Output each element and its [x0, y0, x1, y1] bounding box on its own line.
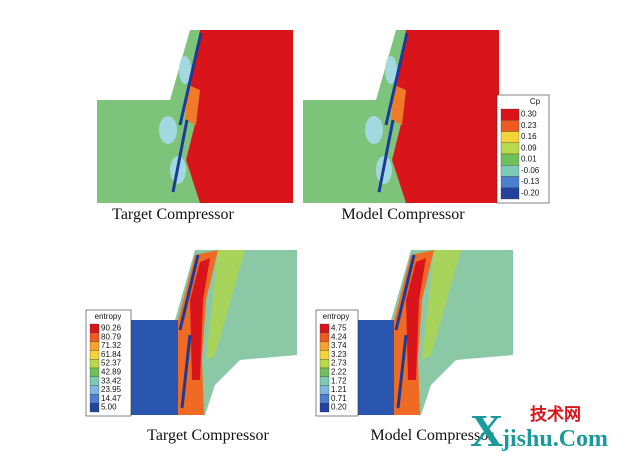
legend-label: 0.71	[331, 394, 347, 403]
entropy-contour	[344, 248, 515, 417]
legend-swatch	[319, 323, 330, 333]
legend-swatch	[500, 176, 520, 188]
legend-label: 0.30	[521, 110, 537, 119]
legend-label: 4.75	[331, 324, 347, 333]
legend-title: entropy	[323, 312, 350, 321]
legend-label: 0.20	[331, 403, 347, 412]
legend-label: 0.16	[521, 132, 537, 141]
legend-label: 71.32	[101, 341, 122, 350]
legend-label: 61.84	[101, 350, 122, 359]
caption: Target Compressor	[147, 427, 269, 444]
legend-title: Cp	[530, 97, 541, 106]
legend-swatch	[89, 341, 100, 351]
legend-swatch	[500, 187, 520, 200]
legend-swatch	[89, 403, 100, 413]
legend-swatch	[89, 376, 100, 386]
legend-swatch	[89, 359, 100, 369]
legend-title: entropy	[95, 312, 122, 321]
legend-label: 1.72	[331, 376, 347, 385]
legend-label: 5.00	[101, 403, 117, 412]
legend-label: 1.21	[331, 385, 347, 394]
cp-contour	[301, 28, 501, 205]
legend-swatch	[319, 376, 330, 386]
legend-label: 52.37	[101, 359, 122, 368]
legend-swatch	[500, 108, 520, 121]
legend-swatch	[89, 323, 100, 333]
legend-swatch	[319, 350, 330, 360]
legend-label: 4.24	[331, 332, 347, 341]
legend-label: 23.95	[101, 385, 122, 394]
legend-swatch	[500, 153, 520, 166]
legend-label: -0.13	[521, 177, 540, 186]
cp-contour	[95, 28, 295, 205]
legend-swatch	[89, 385, 100, 395]
legend-swatch	[319, 403, 330, 413]
watermark-mark: X	[470, 405, 503, 452]
legend-swatch	[89, 350, 100, 360]
legend-label: 33.42	[101, 376, 122, 385]
legend-label: 0.09	[521, 143, 537, 152]
legend-label: 42.89	[101, 368, 122, 377]
legend-label: 90.26	[101, 324, 122, 333]
legend-swatch	[500, 120, 520, 132]
legend-swatch	[89, 394, 100, 404]
legend-label: 3.74	[331, 341, 347, 350]
legend-swatch	[500, 165, 520, 177]
legend-swatch	[319, 385, 330, 395]
legend-label: -0.20	[521, 188, 540, 197]
legend-swatch	[89, 367, 100, 377]
legend-label: 14.47	[101, 394, 122, 403]
legend-swatch	[319, 367, 330, 377]
legend-label: 0.01	[521, 155, 537, 164]
watermark-site: jishu.Com	[501, 426, 608, 452]
legend-label: 2.22	[331, 368, 347, 377]
legends: Cp 0.30 0.23 0.16 0.09 0.01 -0.06 -0.13 -0.20 ent…	[85, 94, 550, 417]
legend-label: -0.06	[521, 166, 540, 175]
legend-swatch	[500, 142, 520, 155]
entropy-contour	[128, 248, 299, 417]
legend-label: 0.23	[521, 121, 537, 130]
legend-swatch	[319, 394, 330, 404]
caption: Model Compressor	[370, 427, 494, 444]
caption: Target Compressor	[112, 206, 234, 223]
legend-label: 2.73	[331, 359, 347, 368]
legend-label: 80.79	[101, 332, 122, 341]
legend-swatch	[319, 359, 330, 369]
legend-swatch	[89, 332, 100, 342]
legend-swatch	[319, 332, 330, 342]
legend-label: 3.23	[331, 350, 347, 359]
legend-swatch	[319, 341, 330, 351]
watermark-cn: 技术网	[530, 404, 581, 425]
legend-swatch	[500, 131, 520, 143]
caption: Model Compressor	[341, 206, 465, 223]
